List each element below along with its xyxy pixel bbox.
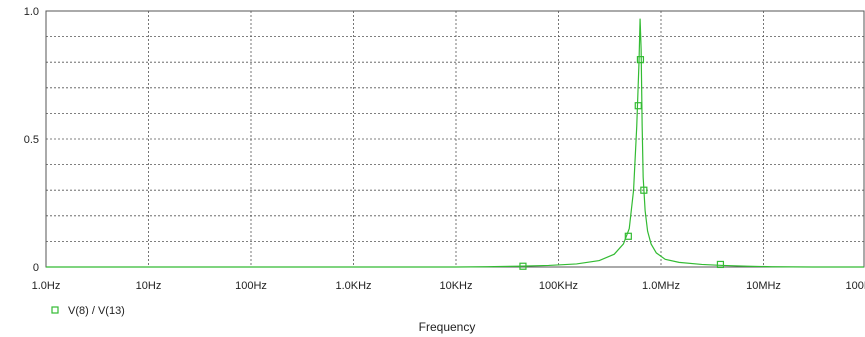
- x-tick-label: 10MHz: [746, 280, 781, 292]
- data-point-marker: [636, 56, 645, 64]
- x-tick-label: 10KHz: [439, 280, 472, 292]
- x-axis-title: Frequency: [419, 320, 476, 334]
- series-layer: [46, 18, 864, 270]
- series-line: [46, 18, 864, 268]
- y-tick-label: 1.0: [24, 6, 39, 18]
- y-tick-label: 0.5: [24, 134, 39, 146]
- x-tick-label: 100Hz: [235, 280, 267, 292]
- x-tick-label: 100MHz: [846, 280, 865, 292]
- x-tick-label: 100KHz: [539, 280, 578, 292]
- data-point-marker: [716, 260, 725, 269]
- x-tick-label: 1.0Hz: [32, 280, 61, 292]
- y-tick-label: 0: [33, 262, 39, 274]
- x-tick-labels: 1.0Hz 10Hz 100Hz 1.0KHz 10KHz 100KHz 1.0MHz 10M…: [32, 280, 865, 292]
- grid: [46, 11, 864, 267]
- data-point-marker: [519, 262, 527, 270]
- x-tick-label: 10Hz: [136, 280, 162, 292]
- x-tick-label: 1.0KHz: [335, 280, 371, 292]
- legend-label: V(8) / V(13): [68, 305, 125, 317]
- x-tick-label: 1.0MHz: [642, 280, 680, 292]
- data-point-marker: [634, 102, 642, 110]
- y-tick-labels: 0 0.5 1.0: [24, 6, 39, 274]
- legend: V(8) / V(13): [51, 305, 125, 317]
- legend-marker-icon: [51, 306, 59, 314]
- data-point-marker: [624, 232, 632, 240]
- data-point-marker: [640, 186, 648, 194]
